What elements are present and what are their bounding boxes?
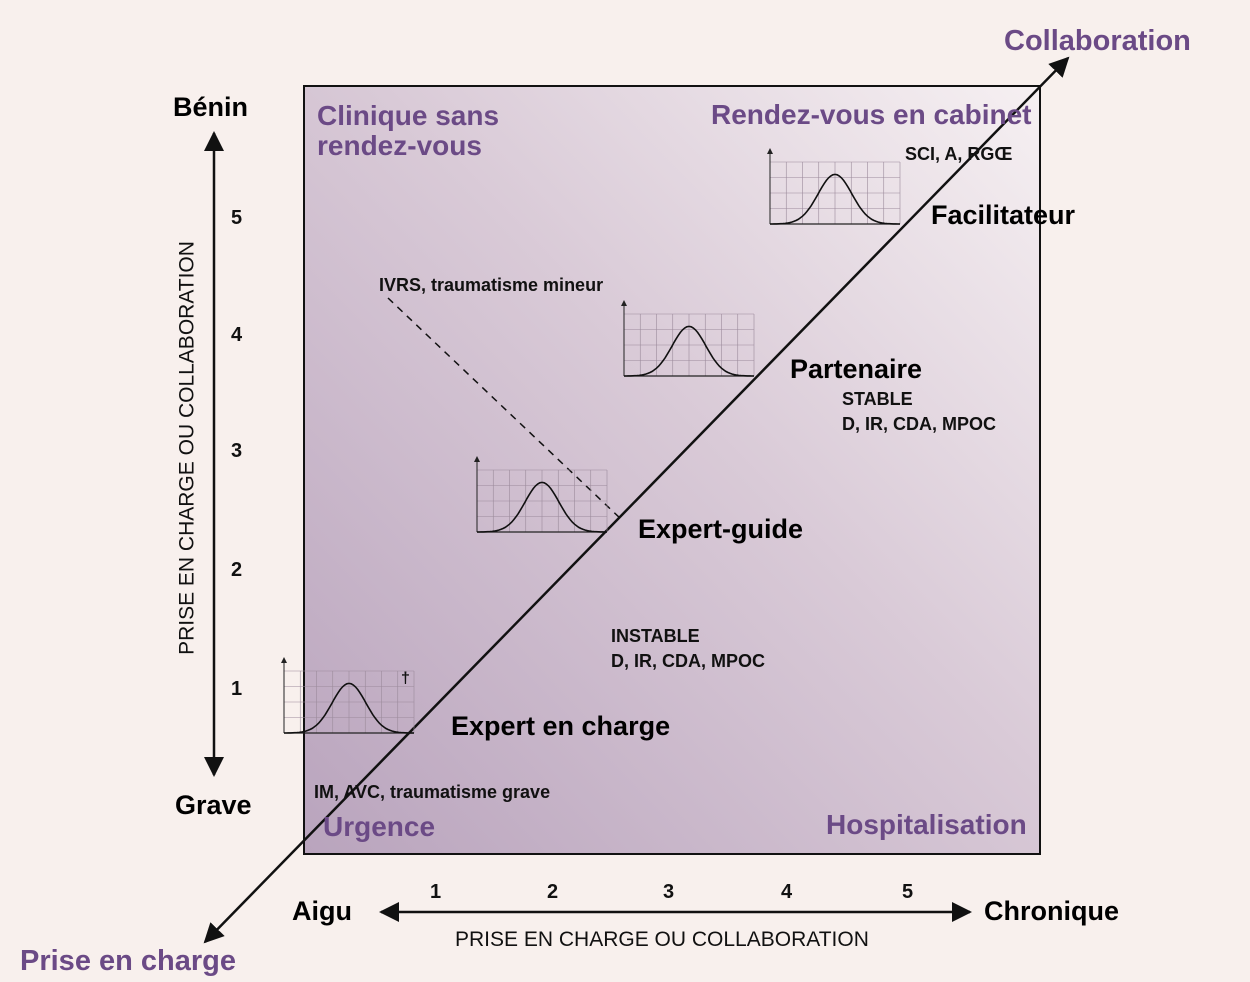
x-tick-1: 1	[430, 881, 442, 903]
x-tick-4: 4	[781, 881, 793, 903]
role-partenaire: Partenaire	[790, 354, 923, 384]
annotation-sci: SCI, A, RGŒ	[905, 144, 1013, 164]
annotation-dagger: †	[401, 670, 410, 687]
y-tick-5: 5	[231, 207, 243, 229]
annotation-stable: STABLE	[842, 389, 913, 409]
curve-expert-guide	[474, 456, 608, 533]
x-tick-3: 3	[663, 881, 675, 903]
y-tick-4: 4	[231, 324, 243, 346]
y-axis-top-label: Bénin	[173, 92, 249, 122]
corner-bottom-right-label: Hospitalisation	[826, 809, 1027, 840]
y-tick-1: 1	[231, 678, 243, 700]
annotation-instable-list: D, IR, CDA, MPOC	[611, 651, 766, 671]
annotation-im: IM, AVC, traumatisme grave	[314, 782, 551, 802]
y-axis-title: PRISE EN CHARGE OU COLLABORATION	[175, 241, 199, 655]
role-facilitateur: Facilitateur	[931, 200, 1076, 230]
role-expert-guide: Expert-guide	[638, 514, 804, 544]
x-tick-5: 5	[902, 881, 914, 903]
x-axis-right-label: Chronique	[984, 896, 1119, 926]
corner-bottom-left-label: Urgence	[323, 811, 436, 842]
x-axis-left-label: Aigu	[292, 896, 352, 926]
corner-top-left-line2: rendez-vous	[317, 130, 482, 161]
y-tick-3: 3	[231, 440, 243, 462]
diagonal-start-label: Prise en charge	[20, 945, 236, 977]
dashed-line	[387, 297, 623, 521]
annotation-instable: INSTABLE	[611, 626, 700, 646]
role-expert-en-charge: Expert en charge	[451, 711, 671, 741]
y-axis-bottom-label: Grave	[175, 790, 252, 820]
annotation-stable-list: D, IR, CDA, MPOC	[842, 414, 997, 434]
corner-top-left-line1: Clinique sans	[317, 100, 500, 131]
x-tick-2: 2	[547, 881, 559, 903]
corner-top-right-label: Rendez-vous en cabinet	[711, 99, 1032, 130]
diagonal-end-label: Collaboration	[1004, 25, 1191, 57]
corner-top-left-label: Clinique sans rendez-vous	[317, 101, 499, 161]
y-tick-2: 2	[231, 559, 243, 581]
curve-facilitateur	[767, 148, 901, 225]
curve-partenaire	[621, 300, 755, 377]
diagonal-arrow	[203, 56, 1070, 944]
curve-expert-charge	[281, 657, 415, 734]
x-axis-title: PRISE EN CHARGE OU COLLABORATION	[455, 928, 869, 951]
annotation-ivrs: IVRS, traumatisme mineur	[379, 275, 604, 295]
